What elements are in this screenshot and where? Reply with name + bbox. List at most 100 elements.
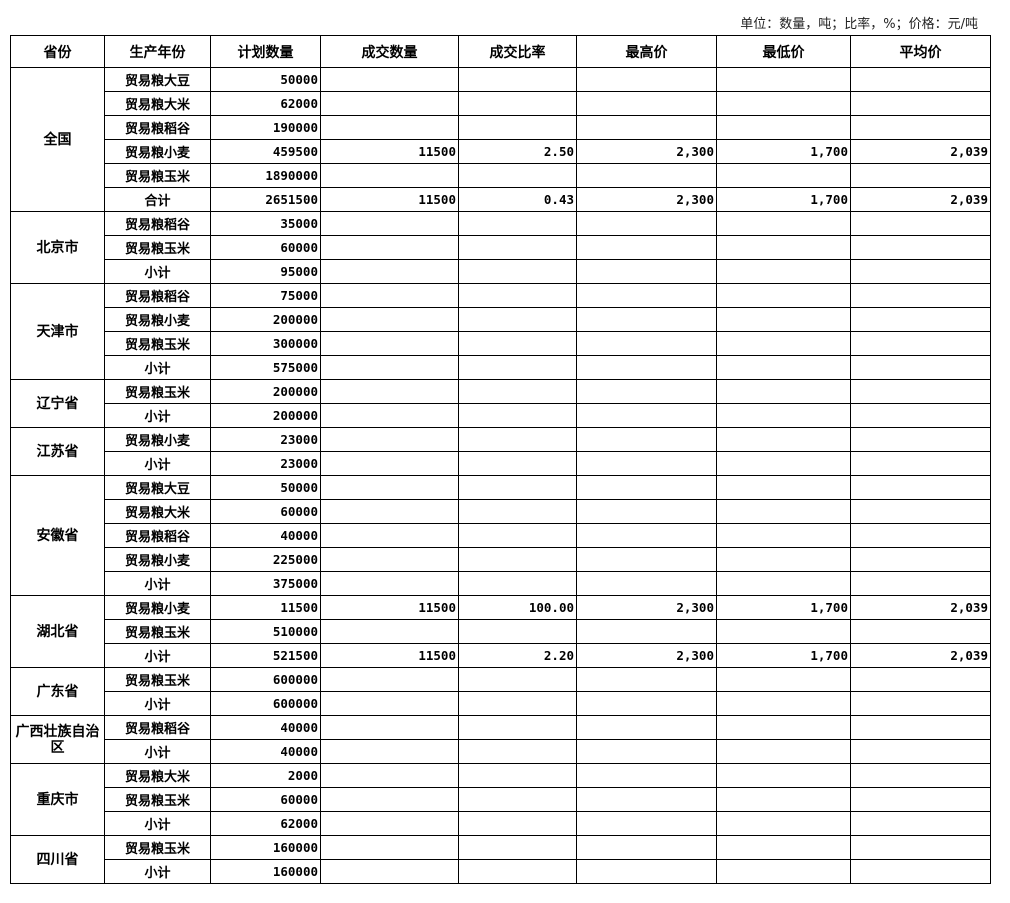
plan-qty-cell: 225000 xyxy=(210,547,321,572)
header-plan-qty: 计划数量 xyxy=(210,35,321,68)
header-province: 省份 xyxy=(10,35,105,68)
plan-qty-cell: 200000 xyxy=(210,307,321,332)
deal-qty-cell xyxy=(320,211,459,236)
header-row: 省份 生产年份 计划数量 成交数量 成交比率 最高价 最低价 平均价 xyxy=(10,35,991,68)
province-cell: 四川省 xyxy=(10,835,105,884)
avg-price-cell xyxy=(850,67,991,92)
deal-qty-cell xyxy=(320,67,459,92)
deal-ratio-cell xyxy=(458,307,577,332)
province-cell: 重庆市 xyxy=(10,763,105,836)
deal-ratio-cell xyxy=(458,115,577,140)
year-cell: 贸易粮稻谷 xyxy=(104,115,211,140)
unit-note: 单位：数量，吨；比率，%；价格：元/吨 xyxy=(740,17,978,32)
year-cell: 贸易粮玉米 xyxy=(104,667,211,692)
year-cell: 贸易粮大米 xyxy=(104,763,211,788)
high-price-cell xyxy=(576,403,717,428)
year-cell: 贸易粮稻谷 xyxy=(104,283,211,308)
deal-ratio-cell xyxy=(458,379,577,404)
plan-qty-cell: 200000 xyxy=(210,379,321,404)
deal-ratio-cell xyxy=(458,67,577,92)
deal-ratio-cell xyxy=(458,403,577,428)
avg-price-cell xyxy=(850,259,991,284)
low-price-cell xyxy=(716,523,851,548)
table-row: 小计 23000 xyxy=(11,451,991,476)
table-row: 小计 575000 xyxy=(11,355,991,380)
deal-qty-cell xyxy=(320,835,459,860)
year-cell: 合计 xyxy=(104,187,211,212)
year-cell: 贸易粮玉米 xyxy=(104,835,211,860)
high-price-cell xyxy=(576,763,717,788)
low-price-cell xyxy=(716,811,851,836)
table-row: 贸易粮玉米 510000 xyxy=(11,619,991,644)
low-price-cell xyxy=(716,283,851,308)
table-row: 贸易粮玉米 60000 xyxy=(11,235,991,260)
year-cell: 贸易粮稻谷 xyxy=(104,211,211,236)
table-row: 贸易粮小麦 200000 xyxy=(11,307,991,332)
low-price-cell xyxy=(716,667,851,692)
low-price-cell: 1,700 xyxy=(716,139,851,164)
plan-qty-cell: 160000 xyxy=(210,835,321,860)
deal-ratio-cell xyxy=(458,355,577,380)
deal-ratio-cell xyxy=(458,283,577,308)
low-price-cell xyxy=(716,307,851,332)
table-row: 小计 160000 xyxy=(11,859,991,884)
low-price-cell xyxy=(716,403,851,428)
deal-qty-cell: 11500 xyxy=(320,643,459,668)
low-price-cell xyxy=(716,235,851,260)
low-price-cell xyxy=(716,547,851,572)
low-price-cell xyxy=(716,619,851,644)
high-price-cell xyxy=(576,67,717,92)
grain-trade-table: 省份 生产年份 计划数量 成交数量 成交比率 最高价 最低价 平均价 全国 贸易粮大豆 50000… xyxy=(10,35,991,884)
low-price-cell: 1,700 xyxy=(716,643,851,668)
avg-price-cell xyxy=(850,811,991,836)
deal-qty-cell xyxy=(320,451,459,476)
deal-ratio-cell: 2.50 xyxy=(458,139,577,164)
deal-ratio-cell xyxy=(458,811,577,836)
high-price-cell xyxy=(576,355,717,380)
deal-qty-cell: 11500 xyxy=(320,595,459,620)
plan-qty-cell: 200000 xyxy=(210,403,321,428)
avg-price-cell xyxy=(850,283,991,308)
plan-qty-cell: 23000 xyxy=(210,451,321,476)
plan-qty-cell: 160000 xyxy=(210,859,321,884)
province-cell: 辽宁省 xyxy=(10,379,105,428)
avg-price-cell xyxy=(850,499,991,524)
year-cell: 贸易粮稻谷 xyxy=(104,715,211,740)
low-price-cell xyxy=(716,355,851,380)
avg-price-cell xyxy=(850,835,991,860)
low-price-cell xyxy=(716,91,851,116)
deal-qty-cell xyxy=(320,379,459,404)
year-cell: 小计 xyxy=(104,691,211,716)
avg-price-cell xyxy=(850,379,991,404)
table-row: 小计 95000 xyxy=(11,259,991,284)
table-row: 贸易粮大米 60000 xyxy=(11,499,991,524)
high-price-cell: 2,300 xyxy=(576,595,717,620)
avg-price-cell xyxy=(850,307,991,332)
avg-price-cell xyxy=(850,571,991,596)
deal-ratio-cell xyxy=(458,475,577,500)
high-price-cell xyxy=(576,667,717,692)
table-row: 合计 2651500 11500 0.43 2,300 1,700 2,039 xyxy=(11,187,991,212)
table-row: 小计 375000 xyxy=(11,571,991,596)
year-cell: 贸易粮玉米 xyxy=(104,787,211,812)
plan-qty-cell: 50000 xyxy=(210,67,321,92)
high-price-cell xyxy=(576,211,717,236)
plan-qty-cell: 75000 xyxy=(210,283,321,308)
deal-ratio-cell xyxy=(458,835,577,860)
deal-ratio-cell: 0.43 xyxy=(458,187,577,212)
plan-qty-cell: 521500 xyxy=(210,643,321,668)
high-price-cell xyxy=(576,619,717,644)
low-price-cell xyxy=(716,499,851,524)
table-row: 贸易粮大米 62000 xyxy=(11,91,991,116)
year-cell: 贸易粮大豆 xyxy=(104,475,211,500)
deal-qty-cell: 11500 xyxy=(320,139,459,164)
deal-ratio-cell xyxy=(458,691,577,716)
year-cell: 小计 xyxy=(104,643,211,668)
year-cell: 贸易粮玉米 xyxy=(104,379,211,404)
deal-qty-cell xyxy=(320,115,459,140)
table-row: 小计 521500 11500 2.20 2,300 1,700 2,039 xyxy=(11,643,991,668)
low-price-cell xyxy=(716,787,851,812)
plan-qty-cell: 300000 xyxy=(210,331,321,356)
table-row: 小计 40000 xyxy=(11,739,991,764)
table-row: 北京市 贸易粮稻谷 35000 xyxy=(10,211,991,284)
